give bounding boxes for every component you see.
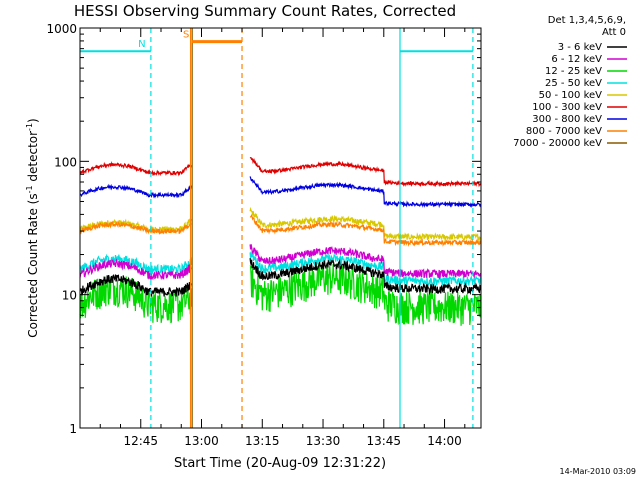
series-6_12keV-segment-0 (79, 258, 192, 281)
generation-timestamp: 14-Mar-2010 03:09 (560, 467, 637, 476)
legend-header-line: Det 1,3,4,5,6,9, (548, 15, 626, 26)
legend-header-line: Att 0 (602, 27, 626, 38)
series-50_100keV-segment-1 (249, 206, 482, 242)
series-100_300keV-segment-0 (79, 161, 192, 177)
series-100_300keV-segment-1 (249, 157, 482, 188)
legend-entry-label: 3 - 6 keV (558, 42, 602, 53)
legend-entry-label: 7000 - 20000 keV (513, 138, 602, 149)
series-300_800keV-segment-0 (79, 183, 192, 199)
interval-label-S: S (183, 30, 189, 41)
series-12_25keV-segment-1 (249, 262, 482, 326)
y-tick-label: 1 (69, 422, 77, 436)
plot-frame (79, 27, 482, 429)
x-tick-label: 13:30 (306, 434, 341, 448)
x-tick-label: 12:45 (123, 434, 158, 448)
series-6_12keV-segment-1 (249, 244, 482, 280)
legend-entry-label: 12 - 25 keV (545, 66, 602, 77)
chart-title: HESSI Observing Summary Count Rates, Cor… (74, 2, 456, 20)
y-tick-label: 1000 (46, 22, 77, 36)
series-300_800keV-segment-1 (249, 176, 482, 209)
series-800_7000keV-segment-0 (79, 220, 192, 236)
y-tick-label: 10 (62, 289, 77, 303)
series-3_6keV-segment-0 (79, 274, 192, 297)
series-25_50keV-segment-1 (249, 251, 482, 287)
series-800_7000keV-segment-1 (250, 213, 482, 247)
y-tick-label: 100 (54, 155, 77, 169)
series-25_50keV-segment-0 (79, 253, 192, 275)
x-tick-label: 13:15 (245, 434, 280, 448)
x-axis-label: Start Time (20-Aug-09 12:31:22) (174, 456, 386, 471)
legend-entry-label: 800 - 7000 keV (526, 126, 602, 137)
y-axis-label: Corrected Count Rate (s-1 detector-1) (25, 118, 40, 337)
legend-entry-label: 100 - 300 keV (532, 102, 602, 113)
series-3_6keV-segment-1 (249, 258, 482, 296)
series-12_25keV-segment-0 (79, 275, 192, 324)
legend-entry-label: 300 - 800 keV (532, 114, 602, 125)
plot-area: NS (79, 28, 482, 428)
interval-label-N: N (138, 39, 145, 50)
x-tick-label: 14:00 (427, 434, 462, 448)
legend-entry-label: 50 - 100 keV (539, 90, 603, 101)
legend-entry-label: 25 - 50 keV (545, 78, 602, 89)
x-tick-label: 13:45 (366, 434, 401, 448)
x-tick-label: 13:00 (184, 434, 219, 448)
legend-entry-label: 6 - 12 keV (551, 54, 602, 65)
axes: 1 10 100 1000 12:45 13:00 13:15 13:30 13:45 14:00 (46, 22, 482, 448)
